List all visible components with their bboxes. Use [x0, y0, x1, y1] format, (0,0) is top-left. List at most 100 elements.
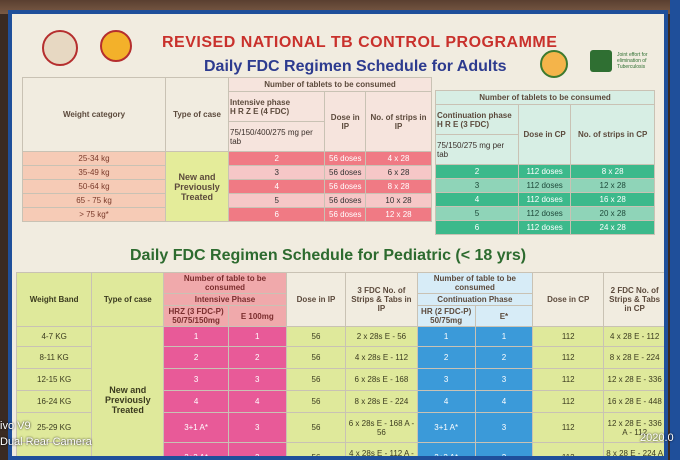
- adult-tablets-cell: 3: [227, 165, 326, 180]
- weight-category-header: Weight category: [22, 77, 166, 152]
- cp-strips-cell: 20 x 28: [570, 206, 655, 221]
- ped-intensive-header: Intensive Phase: [163, 293, 287, 306]
- hre-label: H R E (3 FDC): [437, 119, 489, 129]
- cp-tablets-cell: 4: [435, 192, 519, 207]
- ped-dose-cp-cell: 112: [532, 412, 605, 443]
- ped-e-cell: 3: [227, 412, 287, 443]
- poster-title: REVISED NATIONAL TB CONTROL PROGRAMME: [162, 34, 558, 51]
- ped-dose-ip-cell: 56: [285, 326, 347, 347]
- adult-strips-cell: 10 x 28: [365, 193, 432, 208]
- cp-dose-cell: 112 doses: [517, 192, 572, 207]
- adult-weight-cell: 65 - 75 kg: [22, 193, 166, 208]
- adult-schedule-title: Daily FDC Regimen Schedule for Adults: [204, 58, 507, 75]
- ped-strips-ip-cell: 4 x 28s E - 112 A - 112: [345, 442, 418, 456]
- ped-dose-ip-cell: 56: [285, 390, 347, 413]
- cp-tablets-cell: 3: [435, 178, 519, 193]
- ped-dose-ip-header: Dose in IP: [285, 272, 347, 327]
- adult-strips-cell: 12 x 28: [365, 207, 432, 222]
- e-ip-header: E 100mg: [227, 305, 287, 327]
- ped-hrz-cell: 3: [163, 368, 229, 391]
- pediatric-table: Weight Band Type of case Number of table…: [15, 272, 664, 456]
- adult-dose-cell: 56 doses: [324, 193, 367, 208]
- ped-e-cell: 2: [227, 346, 287, 369]
- intensive-phase-label: Intensive phase: [230, 97, 291, 107]
- adult-strips-cell: 4 x 28: [365, 151, 432, 166]
- composition-label: 75/150/400/275 mg per tab: [227, 121, 326, 152]
- adult-intensive-table: Weight category Type of case Number of t…: [22, 77, 432, 222]
- ped-strips-cp-cell: 8 x 28 E - 224 A - 224: [603, 442, 664, 456]
- ped-hr-cell: 3: [416, 368, 476, 391]
- weight-band-header: Weight Band: [15, 272, 93, 327]
- ped-strips-ip-cell: 8 x 28s E - 224: [345, 390, 418, 413]
- ped-strips-ip-cell: 6 x 28s E - 168: [345, 368, 418, 391]
- ped-weight-cell: 8-11 KG: [15, 346, 93, 369]
- adult-dose-cell: 56 doses: [324, 179, 367, 194]
- adult-strips-cell: 8 x 28: [365, 179, 432, 194]
- cp-dose-cell: 112 doses: [517, 206, 572, 221]
- dots-logo: [540, 50, 568, 78]
- ped-hrz-cell: 2: [163, 346, 229, 369]
- ped-e-cell: 2: [227, 442, 287, 456]
- ped-hrz-cell: 4: [163, 390, 229, 413]
- ped-e-cp-cell: 2: [474, 346, 534, 369]
- ped-dose-ip-cell: 56: [285, 412, 347, 443]
- emblem-logo: [100, 30, 132, 62]
- ped-strips-cp-cell: 4 x 28 E - 112: [603, 326, 664, 347]
- camera-watermark-label: Dual Rear Camera: [0, 436, 92, 448]
- ped-strips-ip-cell: 2 x 28s E - 56: [345, 326, 418, 347]
- cp-strips-cell: 8 x 28: [570, 164, 655, 179]
- hrze-label: H R Z E (4 FDC): [230, 106, 290, 116]
- hr-header: HR (2 FDC-P) 50/75mg: [416, 305, 476, 327]
- ped-e-cell: 3: [227, 368, 287, 391]
- strips-ip-header: No. of strips in IP: [365, 91, 432, 152]
- cp-strips-cell: 12 x 28: [570, 178, 655, 193]
- ped-strips-ip-cell: 6 x 28s E - 168 A - 56: [345, 412, 418, 443]
- adult-weight-cell: 50-64 kg: [22, 179, 166, 194]
- ped-weight-cell: [15, 442, 93, 456]
- ped-strips-ip-cell: 4 x 28s E - 112: [345, 346, 418, 369]
- ped-hr-cell: 3+1 A*: [416, 412, 476, 443]
- tb-poster: REVISED NATIONAL TB CONTROL PROGRAMME Da…: [8, 10, 668, 460]
- hrz-header: HRZ (3 FDC-P) 50/75/150mg: [163, 305, 229, 327]
- ped-e-cp-cell: 3: [474, 412, 534, 443]
- ped-strips-cp-cell: 12 x 28 E - 336: [603, 368, 664, 391]
- ped-dose-cp-cell: 112: [532, 390, 605, 413]
- ped-dose-cp-cell: 112: [532, 442, 605, 456]
- e-cp-header: E*: [474, 305, 534, 327]
- ped-type-of-case: New and Previously Treated: [91, 326, 165, 456]
- ped-type-header: Type of case: [91, 272, 165, 327]
- adult-type-of-case: New and Previously Treated: [165, 151, 229, 222]
- ped-hrz-cell: 3+1 A*: [163, 412, 229, 443]
- cp-composition-label: 75/150/275 mg per tab: [435, 134, 519, 165]
- ped-weight-cell: 16-24 KG: [15, 390, 93, 413]
- adult-tablets-cell: 2: [227, 151, 326, 166]
- hand-logo: [590, 50, 612, 72]
- dose-ip-header: Dose in IP: [324, 91, 367, 152]
- ped-dose-cp-cell: 112: [532, 346, 605, 369]
- ped-hrz-cell: 1: [163, 326, 229, 347]
- ped-dose-ip-cell: 56: [285, 442, 347, 456]
- ped-hr-cell: 1: [416, 326, 476, 347]
- ped-dose-cp-cell: 112: [532, 326, 605, 347]
- ped-dose-ip-cell: 56: [285, 346, 347, 369]
- type-of-case-header: Type of case: [165, 77, 229, 152]
- adult-weight-cell: 25-34 kg: [22, 151, 166, 166]
- cp-dose-cell: 112 doses: [517, 178, 572, 193]
- ped-continuation-header: Continuation Phase: [416, 293, 534, 306]
- ped-e-cell: 1: [227, 326, 287, 347]
- adult-tablets-cell: 5: [227, 193, 326, 208]
- ped-hr-cell: 2+2 A*: [416, 442, 476, 456]
- adult-tablets-cell: 6: [227, 207, 326, 222]
- ped-dose-cp-cell: 112: [532, 368, 605, 391]
- ped-dose-ip-cell: 56: [285, 368, 347, 391]
- adult-weight-cell: 35-49 kg: [22, 165, 166, 180]
- cp-tablets-cell: 5: [435, 206, 519, 221]
- ped-weight-cell: 12-15 KG: [15, 368, 93, 391]
- cp-strips-cell: 16 x 28: [570, 192, 655, 207]
- strips-cp-header: No. of strips in CP: [570, 104, 655, 165]
- pediatric-schedule-title: Daily FDC Regimen Schedule for Pediatric…: [130, 247, 527, 264]
- ped-strips-cp-header: 2 FDC No. of Strips & Tabs in CP: [603, 272, 664, 327]
- ped-strips-cp-cell: 16 x 28 E - 448: [603, 390, 664, 413]
- ped-e-cp-cell: 2: [474, 442, 534, 456]
- cp-tablets-cell: 6: [435, 220, 519, 235]
